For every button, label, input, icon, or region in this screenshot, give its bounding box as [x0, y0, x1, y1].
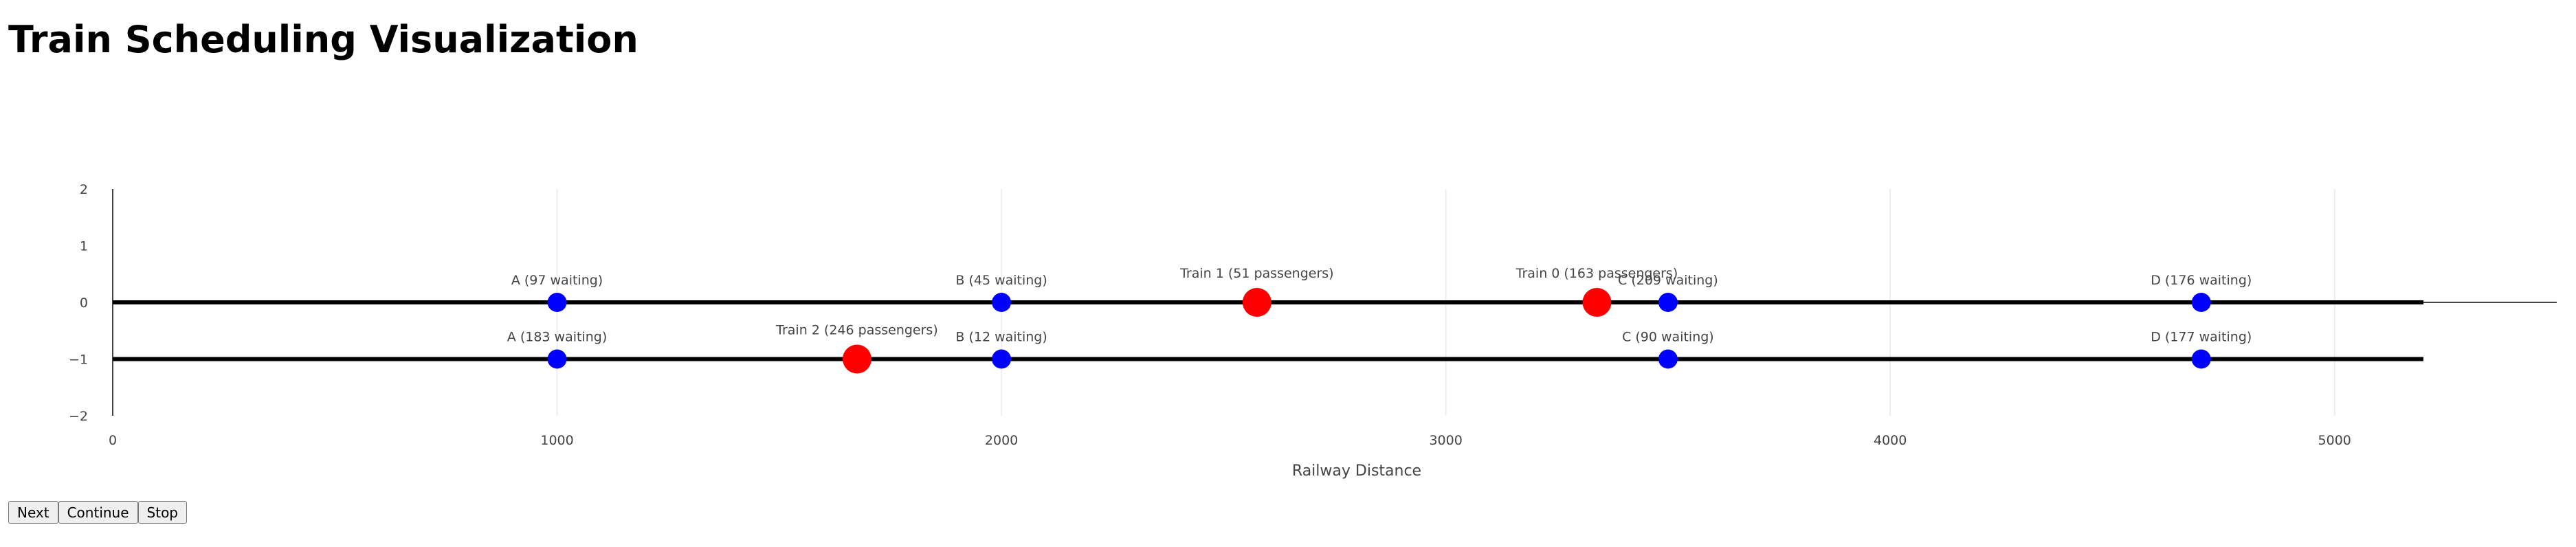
- station-label: C (209 waiting): [1618, 273, 1718, 288]
- station-marker: [547, 349, 567, 369]
- y-tick-label: 1: [80, 239, 88, 254]
- train-label: Train 2 (246 passengers): [775, 323, 938, 338]
- station-marker: [1658, 349, 1678, 369]
- x-tick-label: 4000: [1874, 433, 1907, 448]
- station-label: B (45 waiting): [955, 273, 1047, 288]
- x-axis-title: Railway Distance: [1292, 462, 1421, 480]
- station-marker: [2191, 349, 2211, 369]
- y-tick-label: 2: [80, 182, 88, 197]
- station-label: B (12 waiting): [955, 330, 1047, 345]
- y-tick-label: −1: [69, 353, 88, 368]
- station-label: D (176 waiting): [2151, 273, 2252, 288]
- station-marker: [1658, 293, 1678, 312]
- station-label: A (183 waiting): [507, 330, 607, 345]
- train-marker: [842, 344, 871, 374]
- station-marker: [2191, 293, 2211, 312]
- station-label: A (97 waiting): [511, 273, 603, 288]
- train-label: Train 1 (51 passengers): [1179, 266, 1334, 281]
- next-button[interactable]: Next: [8, 501, 58, 524]
- x-tick-label: 1000: [540, 433, 573, 448]
- page-title: Train Scheduling Visualization: [8, 18, 639, 61]
- station-label: C (90 waiting): [1622, 330, 1714, 345]
- x-tick-label: 2000: [985, 433, 1018, 448]
- station-marker: [992, 293, 1012, 312]
- x-tick-label: 3000: [1429, 433, 1462, 448]
- stop-button[interactable]: Stop: [137, 501, 187, 524]
- x-tick-label: 5000: [2318, 433, 2351, 448]
- control-buttons: Next Continue Stop: [8, 501, 187, 524]
- train-marker: [1582, 288, 1612, 317]
- train-marker: [1242, 288, 1272, 317]
- y-tick-label: −2: [69, 409, 88, 424]
- station-label: D (177 waiting): [2151, 330, 2252, 345]
- x-tick-label: 0: [109, 433, 117, 448]
- station-marker: [992, 349, 1012, 369]
- continue-button[interactable]: Continue: [58, 501, 138, 524]
- train-label: Train 0 (163 passengers): [1515, 266, 1678, 281]
- station-marker: [547, 293, 567, 312]
- y-tick-label: 0: [80, 295, 88, 311]
